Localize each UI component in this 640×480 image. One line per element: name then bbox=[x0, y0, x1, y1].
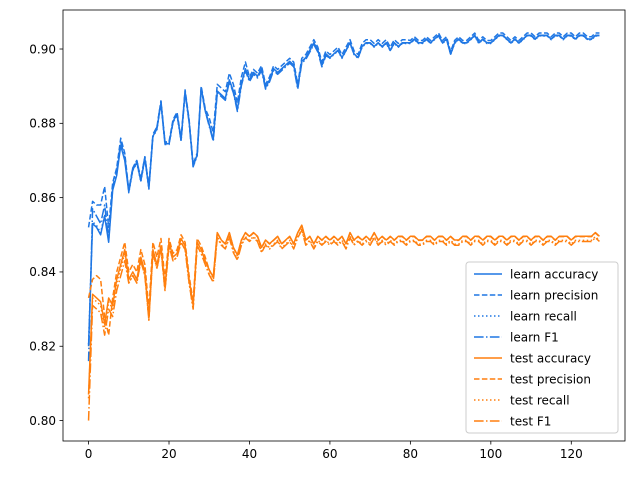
plot-lines bbox=[87, 32, 600, 421]
legend-label: test recall bbox=[510, 393, 570, 407]
x-tick-label: 120 bbox=[560, 447, 583, 461]
series-line-learn-f1 bbox=[87, 34, 600, 362]
axes-frame bbox=[62, 9, 626, 442]
y-tick-label: 0.80 bbox=[29, 414, 56, 428]
legend-label: learn F1 bbox=[510, 330, 559, 344]
y-tick-label: 0.90 bbox=[29, 42, 56, 56]
x-tick-label: 60 bbox=[322, 447, 337, 461]
x-tick-label: 20 bbox=[161, 447, 176, 461]
y-axis-ticks: 0.80 0.82 0.84 0.86 0.88 0.90 bbox=[29, 42, 63, 428]
legend-label: test precision bbox=[510, 372, 591, 386]
y-tick-label: 0.88 bbox=[29, 117, 56, 131]
y-tick-label: 0.82 bbox=[29, 340, 56, 354]
x-tick-label: 80 bbox=[403, 447, 418, 461]
x-axis-ticks: 0 20 40 60 80 100 120 bbox=[85, 441, 583, 461]
legend-label: test accuracy bbox=[510, 351, 591, 365]
series-line-test-f1 bbox=[87, 229, 600, 421]
legend-label: learn accuracy bbox=[510, 267, 598, 281]
series-line-learn-precision bbox=[87, 32, 600, 229]
legend-label: learn recall bbox=[510, 309, 577, 323]
x-tick-label: 100 bbox=[479, 447, 502, 461]
legend-label: learn precision bbox=[510, 288, 598, 302]
legend-box bbox=[465, 261, 619, 434]
x-tick-label: 0 bbox=[85, 447, 93, 461]
legend-label: test F1 bbox=[510, 414, 551, 428]
y-tick-label: 0.86 bbox=[29, 191, 56, 205]
x-tick-label: 40 bbox=[242, 447, 257, 461]
y-tick-label: 0.84 bbox=[29, 265, 56, 279]
legend: learn accuracy learn precision learn recal… bbox=[465, 261, 619, 434]
series-line-test-precision bbox=[87, 224, 600, 336]
